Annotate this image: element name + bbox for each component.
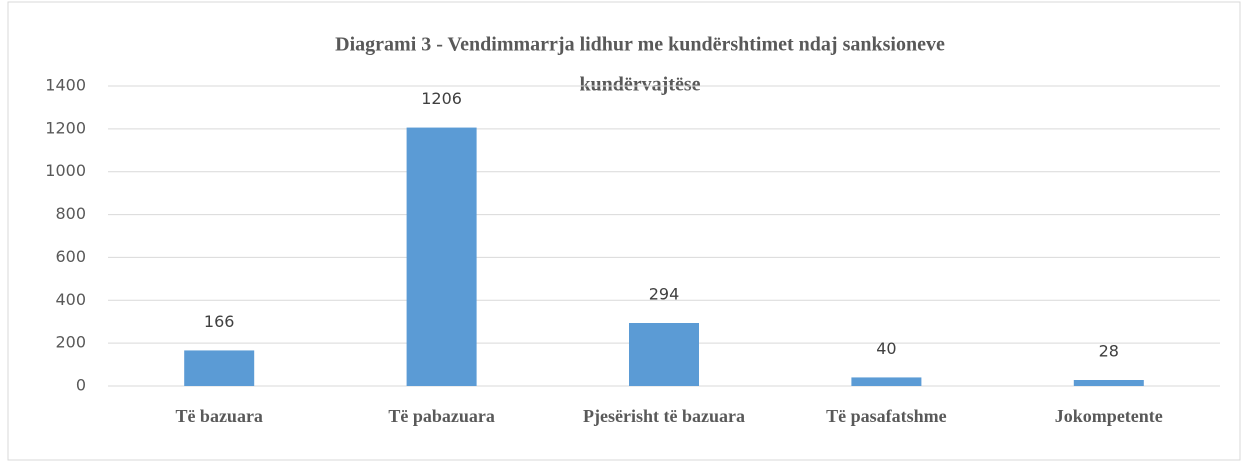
chart-frame bbox=[7, 1, 1241, 461]
data-label: 28 bbox=[1099, 342, 1119, 361]
x-tick-label: Të bazuara bbox=[175, 406, 263, 426]
y-tick-label: 1200 bbox=[45, 118, 86, 137]
y-tick-label: 600 bbox=[55, 247, 86, 266]
x-tick-label: Jokompetente bbox=[1055, 406, 1163, 426]
data-label: 40 bbox=[876, 339, 896, 358]
y-tick-label: 800 bbox=[55, 204, 86, 223]
data-label: 166 bbox=[204, 312, 235, 331]
bar bbox=[1073, 380, 1144, 386]
x-tick-label: Pjesërisht të bazuara bbox=[583, 406, 745, 426]
bar bbox=[184, 350, 255, 386]
bar bbox=[851, 377, 922, 386]
chart-title: Diagrami 3 - Vendimmarrja lidhur me kund… bbox=[335, 34, 945, 56]
y-tick-label: 1400 bbox=[45, 76, 86, 95]
bar bbox=[406, 127, 477, 387]
y-tick-label: 400 bbox=[55, 290, 86, 309]
x-tick-label: Të pabazuara bbox=[388, 406, 495, 426]
y-tick-label: 200 bbox=[55, 333, 86, 352]
chart-title: kundërvajtëse bbox=[579, 74, 700, 96]
data-label: 294 bbox=[649, 285, 680, 304]
x-tick-label: Të pasafatshme bbox=[826, 406, 947, 426]
bar bbox=[629, 323, 699, 386]
y-tick-label: 0 bbox=[76, 376, 86, 395]
y-tick-label: 1000 bbox=[45, 161, 86, 180]
data-label: 1206 bbox=[421, 89, 462, 108]
